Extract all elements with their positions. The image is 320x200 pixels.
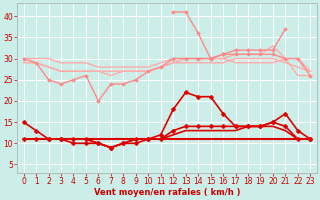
X-axis label: Vent moyen/en rafales ( km/h ): Vent moyen/en rafales ( km/h ) [94, 188, 240, 197]
